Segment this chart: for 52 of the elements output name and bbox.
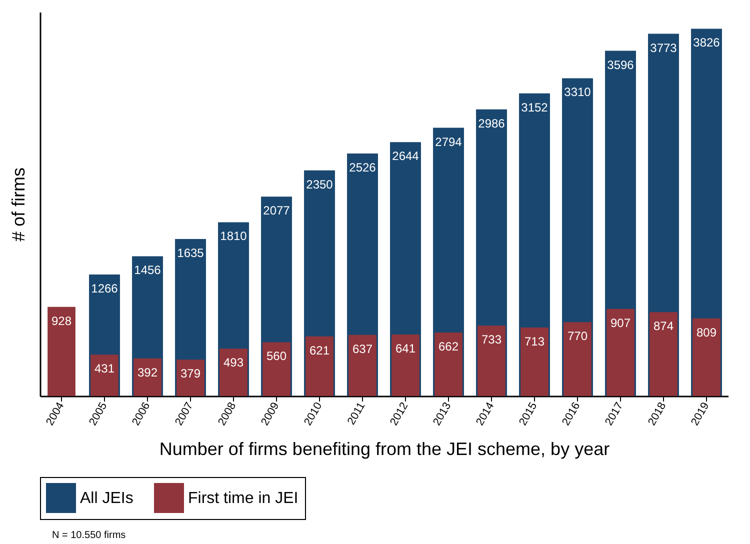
data-label: 493 [223, 356, 244, 370]
data-label: 431 [94, 362, 115, 376]
data-label: 3310 [564, 85, 592, 100]
bar [434, 332, 462, 396]
data-label: 809 [696, 325, 717, 340]
legend-label: All JEIs [80, 490, 134, 507]
bar [392, 334, 420, 396]
data-label: 874 [653, 319, 674, 334]
data-label: 713 [524, 334, 545, 349]
data-label: 1456 [134, 263, 162, 278]
bar [692, 318, 720, 396]
data-label: 733 [481, 332, 502, 347]
data-label: 2526 [349, 160, 376, 175]
data-label: 907 [610, 316, 631, 330]
bar [306, 336, 334, 396]
data-label: 2986 [478, 116, 506, 130]
text: N = 10.550 firms [52, 530, 126, 541]
bar [348, 334, 376, 396]
data-label: 1810 [220, 229, 248, 244]
bar [90, 354, 118, 396]
y-axis-title: # of firms [8, 167, 28, 242]
bar [220, 348, 248, 396]
bar [520, 328, 548, 396]
data-label: 1635 [177, 246, 204, 260]
data-label: 662 [438, 339, 459, 354]
data-label: 621 [309, 343, 330, 358]
bar [564, 322, 592, 396]
data-label: 641 [395, 341, 416, 356]
bar [134, 358, 162, 396]
data-label: 560 [266, 349, 287, 364]
bar [48, 306, 76, 396]
data-label: 3773 [650, 40, 678, 55]
data-label: 928 [51, 314, 72, 328]
data-label: 379 [180, 366, 201, 381]
data-label: 392 [137, 365, 158, 380]
data-label: 2794 [435, 134, 462, 149]
x-axis-title: Number of firms benefiting from the JEI scheme, by year [159, 439, 610, 460]
legend-label: First time in JEI [188, 490, 298, 507]
data-label: 770 [567, 329, 588, 344]
bar [262, 342, 290, 396]
bar [606, 308, 634, 396]
data-label: 2644 [392, 149, 420, 164]
data-label: 2350 [306, 177, 334, 192]
data-label: 2077 [263, 204, 290, 218]
bar [478, 326, 506, 396]
data-label: 3152 [521, 100, 548, 114]
bar [650, 312, 678, 396]
bar [176, 360, 204, 396]
data-label: 1266 [91, 281, 118, 296]
data-label: 3596 [607, 58, 634, 72]
data-label: 3826 [693, 36, 720, 50]
data-label: 637 [352, 342, 373, 356]
